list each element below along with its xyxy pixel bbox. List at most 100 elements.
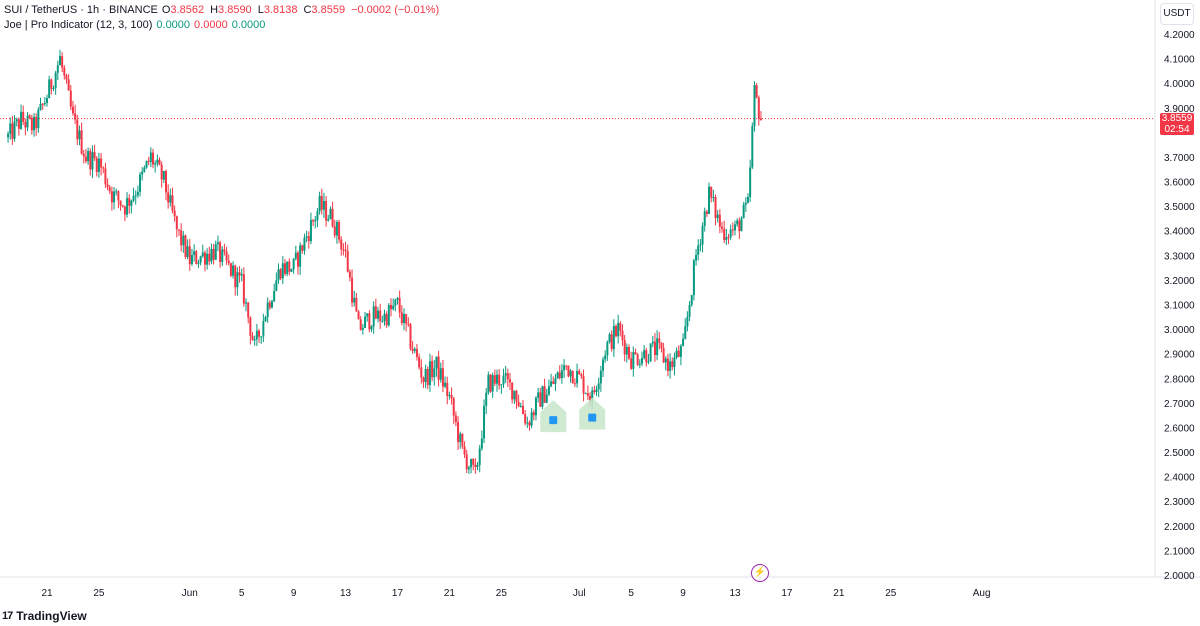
candle-body (372, 306, 375, 327)
candle-body (314, 220, 317, 222)
candle-body (7, 133, 10, 138)
candle-body (346, 250, 349, 272)
candle-body (483, 405, 486, 439)
candle-body (80, 130, 83, 154)
price-tick-label: 3.3000 (1164, 251, 1195, 262)
candle-body (344, 249, 347, 251)
price-tick-label: 2.9000 (1164, 350, 1195, 361)
candle-body (366, 313, 369, 317)
candle-body (327, 218, 330, 221)
candle-body (669, 361, 672, 371)
candle-body (316, 211, 319, 221)
indicator-label[interactable]: Joe | Pro Indicator (12, 3, 100) (4, 19, 153, 31)
candle-body (658, 338, 661, 343)
candle-body (43, 103, 46, 105)
candle-body (91, 152, 94, 170)
candle-body (426, 368, 429, 386)
candle-body (37, 109, 40, 129)
candle-body (699, 244, 702, 246)
price-tick-label: 2.4000 (1164, 473, 1195, 484)
symbol-label[interactable]: SUI / TetherUS · 1h · BINANCE (4, 4, 158, 16)
candle-body (104, 168, 107, 185)
candle-body (152, 152, 155, 165)
candle-body (645, 350, 648, 363)
candle-body (461, 433, 464, 447)
indicator-value-1: 0.0000 (156, 19, 191, 31)
candle-body (357, 311, 360, 320)
candle-body (20, 111, 23, 129)
candle-body (688, 304, 691, 317)
candle-body (100, 158, 103, 168)
candle-body (459, 433, 462, 443)
time-axis[interactable]: 21 25 Jun 5 9 13 17 21 25 Jul 5 9 13 17 21 25 Aug (41, 588, 990, 599)
candle-body (491, 375, 494, 392)
tradingview-logo[interactable]: 17 TradingView (2, 609, 87, 623)
price-tick-label: 3.1000 (1164, 301, 1195, 312)
candle-body (604, 355, 607, 360)
candle-body (714, 196, 717, 219)
candle-body (162, 171, 165, 180)
candle-body (15, 119, 18, 122)
candle-body (33, 116, 36, 131)
time-tick-label: 9 (291, 588, 297, 599)
candle-body (731, 229, 734, 231)
candle-body (504, 373, 507, 376)
price-axis[interactable]: 4.2000 4.1000 4.0000 3.9000 3.7000 3.6000 3.50… (1164, 30, 1195, 582)
candle-body (322, 201, 325, 210)
price-tick-label: 3.2000 (1164, 276, 1195, 287)
candle-body (489, 374, 492, 392)
candle-body (197, 262, 200, 264)
price-tick-label: 4.2000 (1164, 30, 1195, 41)
candle-body (190, 255, 193, 265)
candle-body (225, 251, 228, 261)
candle-body (184, 235, 187, 257)
candle-body (619, 323, 622, 331)
candle-body (723, 228, 726, 241)
time-tick-label: 13 (340, 588, 352, 599)
price-tick-label: 4.0000 (1164, 79, 1195, 90)
candle-body (67, 79, 70, 91)
time-tick-label: Jul (573, 588, 586, 599)
candle-body (708, 186, 711, 214)
candle-body (377, 310, 380, 319)
currency-button[interactable]: USDT (1160, 3, 1194, 25)
candle-body (134, 195, 137, 197)
candle-body (286, 261, 289, 274)
candle-body (450, 395, 453, 399)
candle-body (301, 245, 304, 251)
low-value: 3.8138 (263, 4, 298, 16)
candle-body (17, 119, 20, 129)
candle-body (396, 298, 399, 300)
close-value: 3.8559 (311, 4, 346, 16)
candle-body (565, 365, 568, 367)
price-tick-label: 3.7000 (1164, 153, 1195, 164)
candle-body (216, 242, 219, 245)
candle-body (13, 121, 16, 139)
price-tick-label: 2.5000 (1164, 448, 1195, 459)
candle-body (496, 374, 499, 384)
candle-body (415, 349, 418, 357)
candle-body (177, 229, 180, 231)
candle-body (210, 248, 213, 262)
candle-body (180, 230, 183, 246)
candle-body (30, 117, 33, 131)
candle-body (472, 459, 475, 465)
candle-body (214, 244, 217, 260)
candle-body (145, 160, 148, 168)
candle-body (296, 252, 299, 267)
candle-body (749, 167, 752, 197)
candle-body (578, 370, 581, 375)
candle-body (368, 313, 371, 330)
candle-body (627, 347, 630, 359)
lightning-icon[interactable]: ⚡ (751, 564, 769, 582)
candle-body (392, 305, 395, 310)
candle-body (695, 254, 698, 261)
candle-body (682, 338, 685, 346)
candle-body (532, 412, 535, 416)
candle-body (573, 383, 576, 385)
candle-body (158, 159, 161, 165)
candle-body (260, 336, 263, 338)
price-tick-label: 3.9000 (1164, 104, 1195, 115)
candle-body (513, 390, 516, 400)
